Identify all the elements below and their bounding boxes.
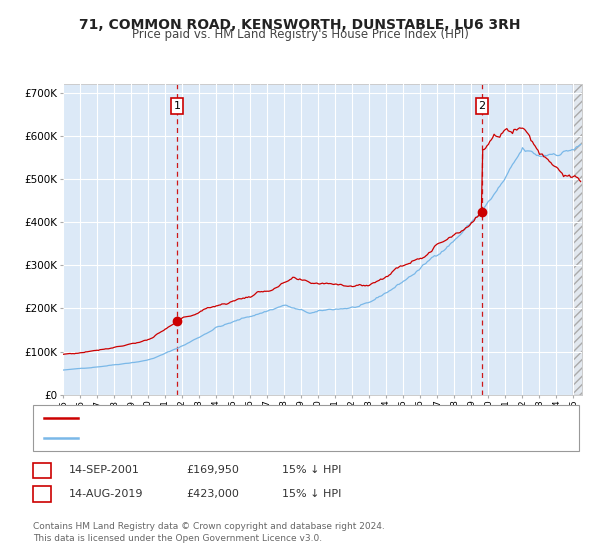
Text: £423,000: £423,000 [186,489,239,499]
Bar [574,84,590,395]
Text: 14-AUG-2019: 14-AUG-2019 [69,489,143,499]
Bar [574,84,590,395]
Text: 2: 2 [478,101,485,111]
Text: 14-SEP-2001: 14-SEP-2001 [69,465,140,475]
Text: HPI: Average price, detached house, Central Bedfordshire: HPI: Average price, detached house, Cent… [84,433,385,443]
Text: 15% ↓ HPI: 15% ↓ HPI [282,489,341,499]
Text: 1: 1 [173,101,181,111]
Text: 1: 1 [38,465,46,475]
Text: £169,950: £169,950 [186,465,239,475]
Text: 71, COMMON ROAD, KENSWORTH, DUNSTABLE, LU6 3RH (detached house): 71, COMMON ROAD, KENSWORTH, DUNSTABLE, L… [84,413,474,423]
Text: 2: 2 [38,489,46,499]
Text: Contains HM Land Registry data © Crown copyright and database right 2024.
This d: Contains HM Land Registry data © Crown c… [33,522,385,543]
Text: Price paid vs. HM Land Registry's House Price Index (HPI): Price paid vs. HM Land Registry's House … [131,28,469,41]
Text: 71, COMMON ROAD, KENSWORTH, DUNSTABLE, LU6 3RH: 71, COMMON ROAD, KENSWORTH, DUNSTABLE, L… [79,18,521,32]
Text: 15% ↓ HPI: 15% ↓ HPI [282,465,341,475]
